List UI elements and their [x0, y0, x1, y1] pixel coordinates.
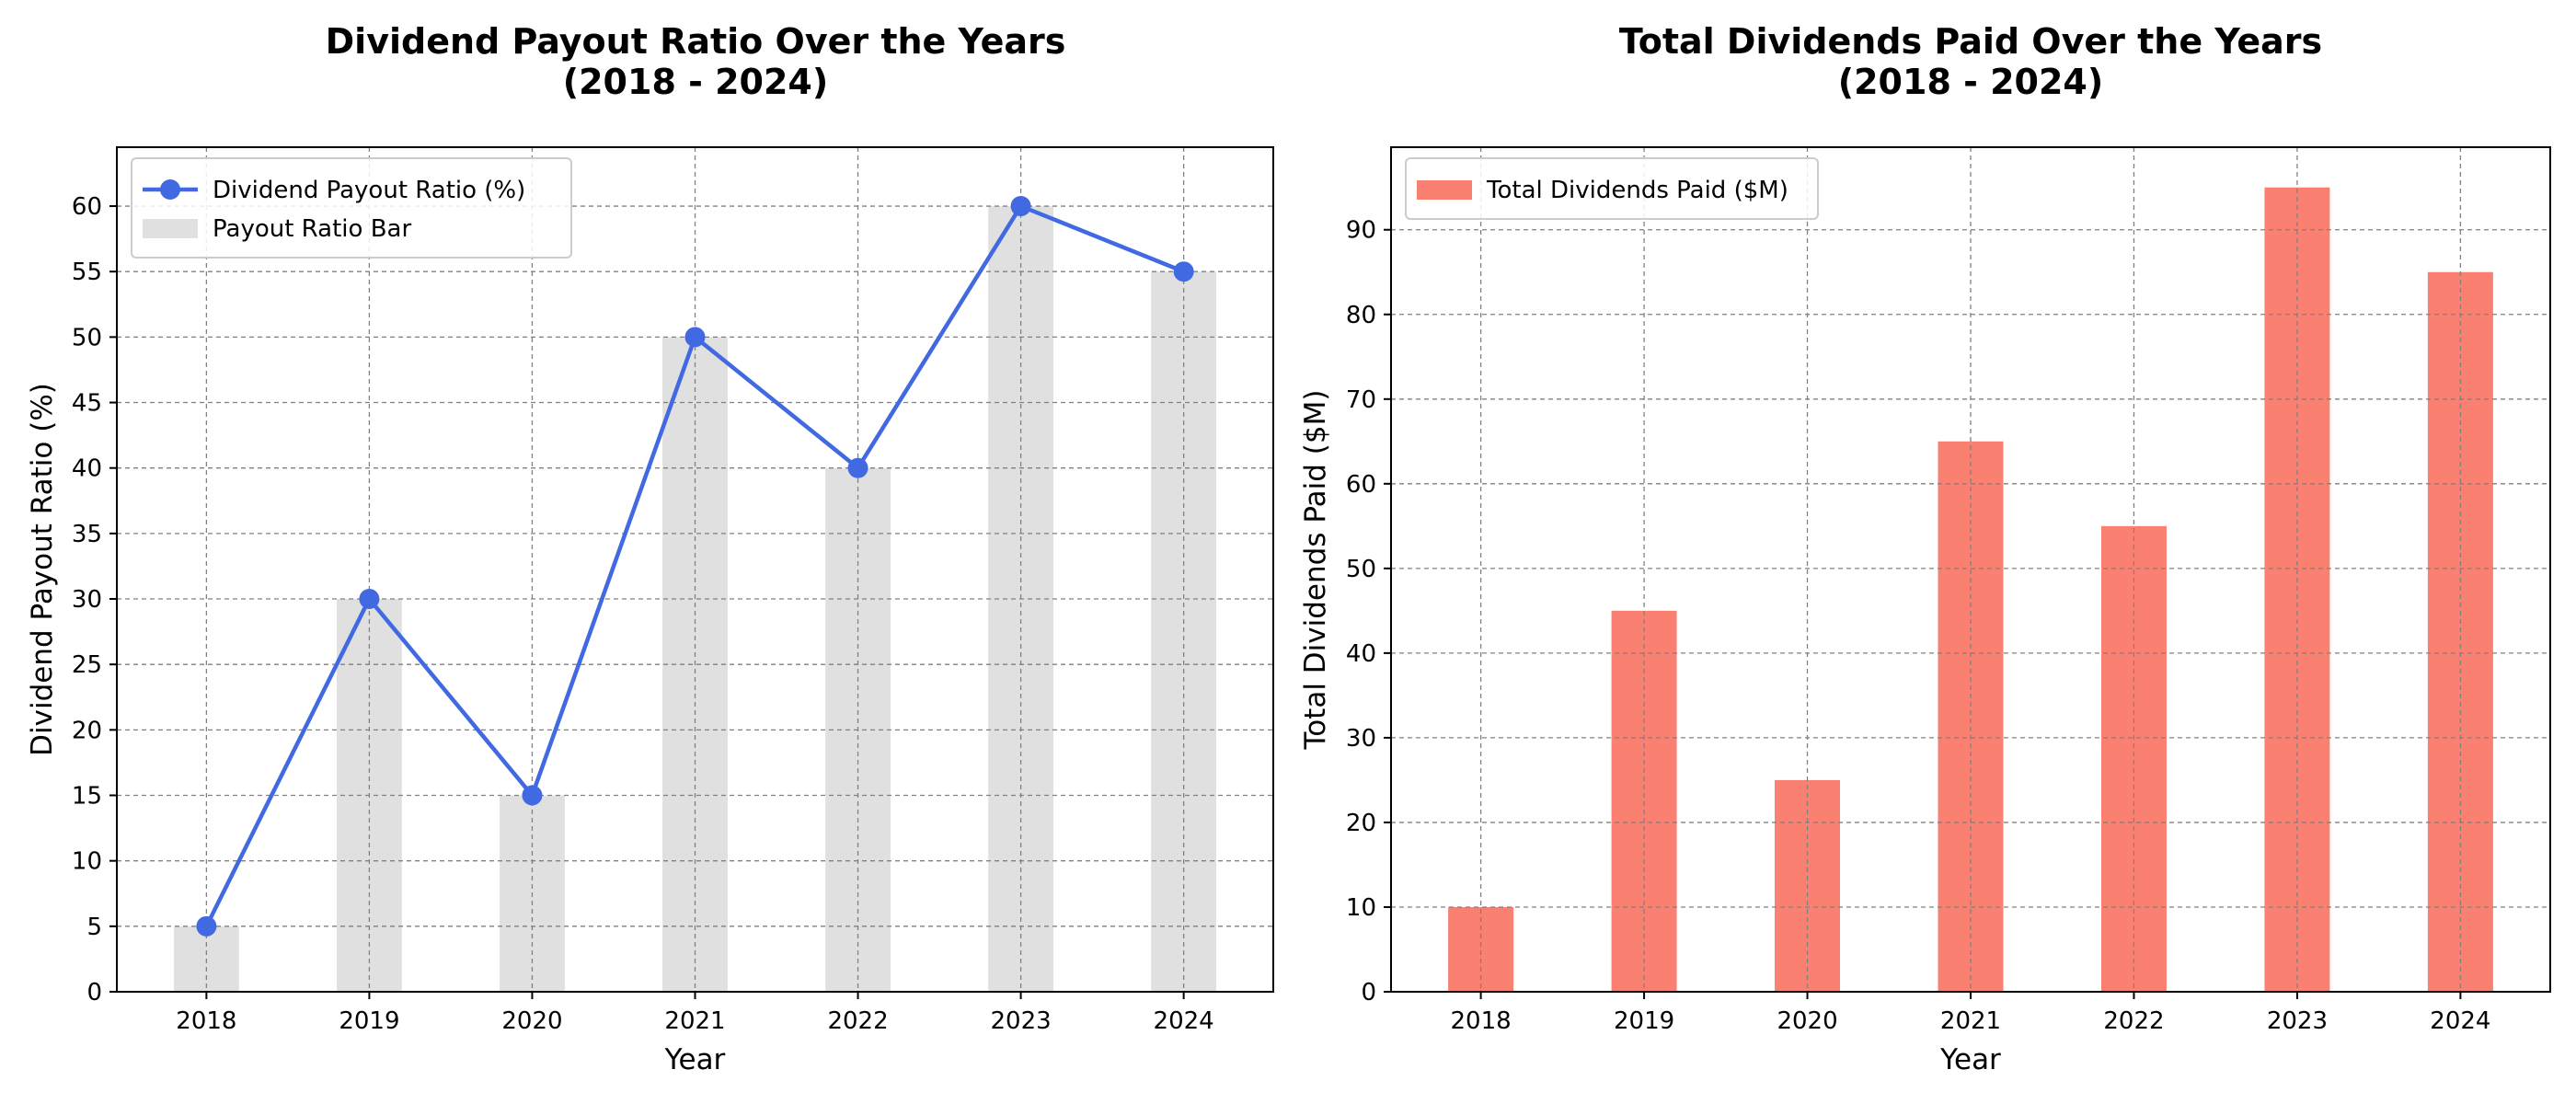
y-tick-label: 10 [1346, 894, 1376, 922]
data-point-2021 [684, 327, 706, 348]
y-tick-label: 40 [1346, 640, 1376, 668]
y-tick-label: 30 [1346, 725, 1376, 753]
data-point-2022 [847, 457, 868, 478]
y-tick-label: 20 [1346, 810, 1376, 837]
chart-title: (2018 - 2024) [1838, 62, 2104, 102]
x-tick-label: 2021 [1940, 1007, 2001, 1035]
y-tick-label: 50 [1346, 556, 1376, 583]
x-tick-label: 2019 [339, 1007, 399, 1035]
y-tick-label: 15 [72, 783, 102, 811]
x-tick-label: 2022 [827, 1007, 888, 1035]
legend-box [1405, 157, 1819, 220]
chart-panel-2: Total Dividends Paid Over the Years(2018… [1299, 21, 2551, 1076]
legend-label: Total Dividends Paid ($M) [1486, 177, 1788, 204]
data-point-2019 [359, 589, 380, 610]
y-tick-label: 10 [72, 848, 102, 876]
chart-title: Total Dividends Paid Over the Years [1619, 21, 2322, 62]
y-tick-label: 70 [1346, 386, 1376, 414]
y-tick-label: 55 [72, 259, 102, 286]
x-tick-label: 2021 [664, 1007, 725, 1035]
x-tick-label: 2023 [2267, 1007, 2328, 1035]
x-tick-label: 2020 [501, 1007, 562, 1035]
legend-box [131, 157, 572, 259]
x-tick-label: 2018 [176, 1007, 236, 1035]
chart-title: (2018 - 2024) [563, 62, 829, 102]
y-tick-label: 35 [72, 521, 102, 548]
y-tick-label: 60 [72, 193, 102, 221]
x-axis-label: Year [1939, 1043, 2001, 1076]
x-tick-label: 2024 [1154, 1007, 1214, 1035]
chart-panel-1: Dividend Payout Ratio Over the Years(201… [26, 21, 1274, 1076]
legend: Dividend Payout Ratio (%) Payout Ratio Ba… [131, 157, 572, 259]
y-tick-label: 40 [72, 455, 102, 483]
y-axis-label: Total Dividends Paid ($M) [1299, 390, 1332, 751]
chart-title: Dividend Payout Ratio Over the Years [326, 21, 1066, 62]
legend-bar-swatch [143, 219, 198, 238]
data-point-2018 [196, 915, 217, 937]
data-point-2024 [1173, 261, 1194, 282]
y-tick-label: 30 [72, 586, 102, 614]
x-tick-label: 2020 [1777, 1007, 1837, 1035]
x-axis-label: Year [664, 1043, 726, 1076]
data-point-2020 [522, 785, 543, 806]
x-tick-label: 2018 [1451, 1007, 1512, 1035]
y-tick-label: 0 [86, 979, 102, 1006]
y-tick-label: 20 [72, 717, 102, 744]
y-tick-label: 25 [72, 651, 102, 679]
x-tick-label: 2023 [990, 1007, 1051, 1035]
bar-2021 [1938, 441, 2004, 992]
x-tick-label: 2019 [1614, 1007, 1674, 1035]
x-tick-label: 2022 [2103, 1007, 2164, 1035]
legend-marker-swatch [160, 179, 180, 200]
legend-bar-swatch [1417, 180, 1472, 200]
y-tick-label: 5 [86, 914, 102, 941]
y-tick-label: 60 [1346, 471, 1376, 499]
data-point-2023 [1010, 196, 1031, 217]
legend-label: Payout Ratio Bar [213, 215, 411, 243]
x-tick-label: 2024 [2430, 1007, 2490, 1035]
legend: Total Dividends Paid ($M) [1405, 157, 1819, 220]
y-tick-label: 80 [1346, 302, 1376, 329]
y-tick-label: 50 [72, 324, 102, 351]
y-tick-label: 0 [1361, 979, 1376, 1006]
y-tick-label: 45 [72, 390, 102, 418]
y-axis-label: Dividend Payout Ratio (%) [26, 383, 59, 756]
y-tick-label: 90 [1346, 217, 1376, 245]
legend-label: Dividend Payout Ratio (%) [213, 177, 525, 204]
